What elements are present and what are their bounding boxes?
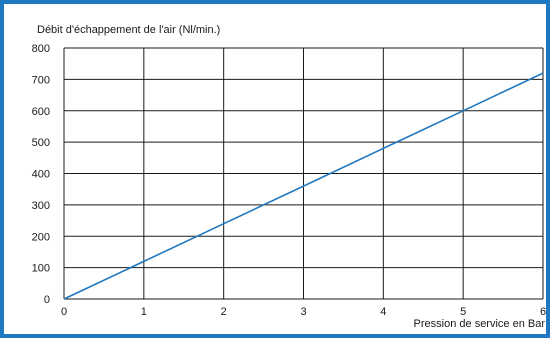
- y-tick-label-2: 200: [32, 231, 50, 243]
- x-tick-labels: 0 1 2 3 4 5 6: [61, 306, 546, 318]
- x-tick-label-5: 5: [460, 306, 466, 318]
- y-tick-labels: 0 100 200 300 400 500 600 700 800: [32, 43, 50, 306]
- y-tick-label-7: 700: [32, 74, 50, 86]
- y-tick-label-5: 500: [32, 137, 50, 149]
- x-tick-label-1: 1: [141, 306, 147, 318]
- x-tick-label-3: 3: [300, 306, 306, 318]
- x-tick-label-0: 0: [61, 306, 67, 318]
- y-tick-label-4: 400: [32, 169, 50, 181]
- x-axis-label: Pression de service en Bar: [414, 318, 546, 330]
- y-tick-label-8: 800: [32, 43, 50, 55]
- series-line-0: [63, 72, 544, 300]
- y-tick-label-3: 300: [32, 200, 50, 212]
- y-tick-label-6: 600: [32, 106, 50, 118]
- series-layer: [63, 72, 544, 300]
- grid: [63, 47, 544, 300]
- x-tick-label-4: 4: [380, 306, 386, 318]
- x-tick-label-6: 6: [540, 306, 546, 318]
- y-tick-label-1: 100: [32, 263, 50, 275]
- y-axis-label: Débit d'échappement de l'air (Nl/min.): [37, 24, 220, 36]
- y-tick-label-0: 0: [44, 294, 50, 306]
- x-tick-label-2: 2: [221, 306, 227, 318]
